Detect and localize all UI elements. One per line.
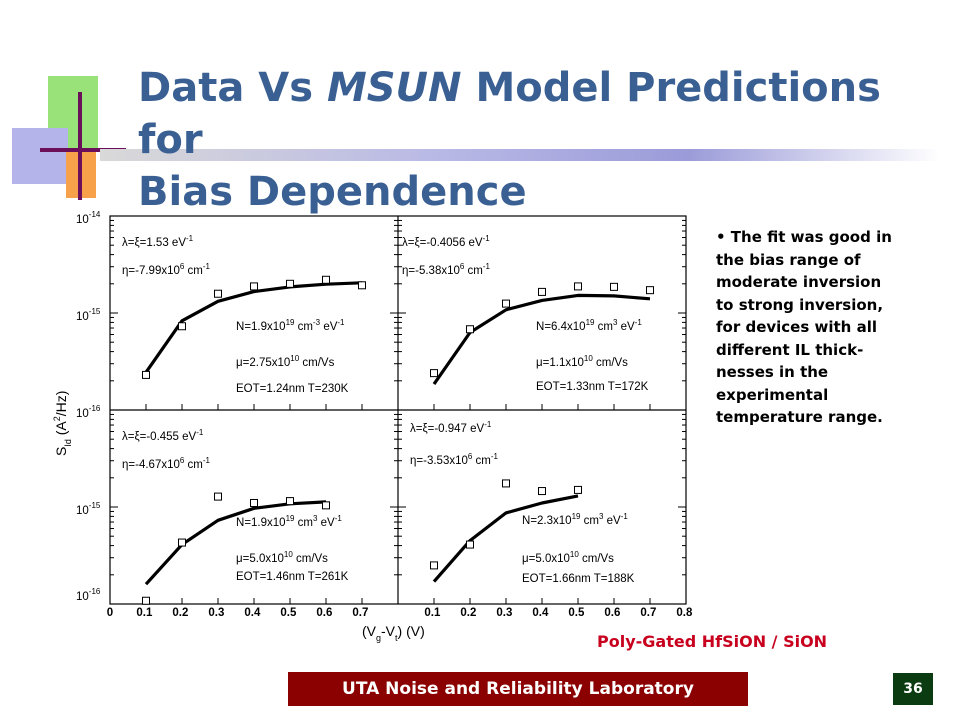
x-tick-label-right: 0.5 [568,607,585,619]
annotation-param-top-right: λ=ξ=-0.4056 eV-1 [402,234,490,249]
data-point-top-left [142,370,150,379]
x-tick-label-right: 0.2 [460,607,476,619]
data-point-top-right [646,286,654,295]
data-point-top-right [574,282,582,291]
fit-curve-top-left [144,281,363,374]
fit-curve-bottom-left [144,500,327,586]
data-point-top-left [250,282,258,291]
x-tick-label-right: 0.3 [496,607,512,619]
data-point-top-left [322,275,330,284]
data-point-bottom-right [574,485,582,494]
data-point-top-right [466,325,474,334]
y-axis-label: SId (A2/Hz) [52,391,73,456]
data-point-bottom-right [466,540,474,549]
annotation-param-bottom-left: λ=ξ=-0.455 eV-1 [122,428,204,443]
x-tick-label-left: 0.6 [316,607,332,619]
title-underline [100,149,940,161]
data-point-top-right [610,282,618,291]
annotation-eot-top-left: EOT=1.24nm T=230K [236,383,349,395]
slide-title: Data Vs MSUN Model Predictions for Bias … [138,62,938,218]
annotation-eot-bottom-left: EOT=1.46nm T=261K [236,571,349,583]
annotation-param-top-right: μ=1.1x1010 cm/Vs [536,354,628,369]
annotation-param-top-left: μ=2.75x1010 cm/Vs [236,354,335,369]
footer-banner: UTA Noise and Reliability Laboratory [288,672,748,706]
x-tick-label-left: 0.5 [280,607,297,619]
title-part2: Model Predictions for [138,65,881,163]
title-italic: MSUN [326,65,462,111]
title-part1: Data Vs [138,65,327,111]
annotation-param-bottom-left: η=-4.67x106 cm-1 [122,456,211,471]
x-tick-label-right: 0.7 [640,607,656,619]
annotation-param-top-left: N=1.9x1019 cm-3 eV-1 [236,318,345,333]
data-point-top-right [502,299,510,308]
page-number: 36 [893,673,933,705]
y-tick-label: 10-14 [76,210,101,226]
x-tick-label-left: 0.4 [244,607,261,619]
x-axis-label: (Vg-Vt) (V) [362,623,425,643]
x-tick-label-left: 0.1 [136,607,153,619]
deco-square-lavender [12,128,68,184]
x-tick-label-left: 0 [107,607,113,619]
annotation-param-top-right: N=6.4x1019 cm3 eV-1 [536,318,642,333]
data-point-top-left [286,279,294,288]
device-caption: Poly-Gated HfSiON / SiON [597,632,828,651]
annotation-param-top-right: η=-5.38x106 cm-1 [402,262,491,277]
data-point-top-left [214,289,222,298]
x-tick-label-left: 0.2 [172,607,188,619]
y-tick-label: 10-15 [76,307,101,323]
x-tick-label-right: 0.1 [424,607,441,619]
data-point-bottom-left [322,501,330,510]
annotation-param-top-left: η=-7.99x106 cm-1 [122,262,211,277]
annotation-param-bottom-right: η=-3.53x106 cm-1 [410,452,499,467]
data-point-bottom-right [538,487,546,496]
data-point-top-right [538,287,546,296]
y-tick-label: 10-16 [76,587,101,603]
y-tick-label: 10-16 [76,404,101,420]
title-line2: Bias Dependence [138,169,527,215]
annotation-param-bottom-right: λ=ξ=-0.947 eV-1 [410,420,492,435]
data-point-top-left [178,322,186,331]
annotation-eot-top-right: EOT=1.33nm T=172K [536,381,649,393]
y-tick-label: 10-15 [76,501,101,517]
bullet-text: • The fit was good in the bias range of … [716,228,892,426]
x-tick-label-right: 0.6 [604,607,620,619]
annotation-param-bottom-right: N=2.3x1019 cm3 eV-1 [522,512,628,527]
data-point-bottom-left [142,596,150,605]
annotation-param-bottom-left: N=1.9x1019 cm3 eV-1 [236,514,342,529]
deco-horizontal-bar [40,148,126,152]
annotation-eot-bottom-right: EOT=1.66nm T=188K [522,573,635,585]
fit-curve-bottom-right [432,494,579,583]
data-point-bottom-right [502,479,510,488]
x-tick-label-left: 0.3 [208,607,224,619]
data-point-bottom-left [214,492,222,501]
data-point-top-right [430,369,438,378]
x-tick-label-right: 0.8 [676,607,693,619]
deco-vertical-bar [78,92,82,200]
x-tick-label-left: 0.7 [352,607,368,619]
data-point-bottom-left [250,498,258,507]
x-tick-label-right: 0.4 [532,607,549,619]
data-point-top-left [358,281,366,290]
data-point-bottom-right [430,561,438,570]
data-point-bottom-left [286,497,294,506]
annotation-param-bottom-left: μ=5.0x1010 cm/Vs [236,550,328,565]
data-point-bottom-left [178,538,186,547]
annotation-param-top-left: λ=ξ=1.53 eV-1 [122,234,194,249]
annotation-param-bottom-right: μ=5.0x1010 cm/Vs [522,550,614,565]
fit-curve-top-right [432,293,651,386]
